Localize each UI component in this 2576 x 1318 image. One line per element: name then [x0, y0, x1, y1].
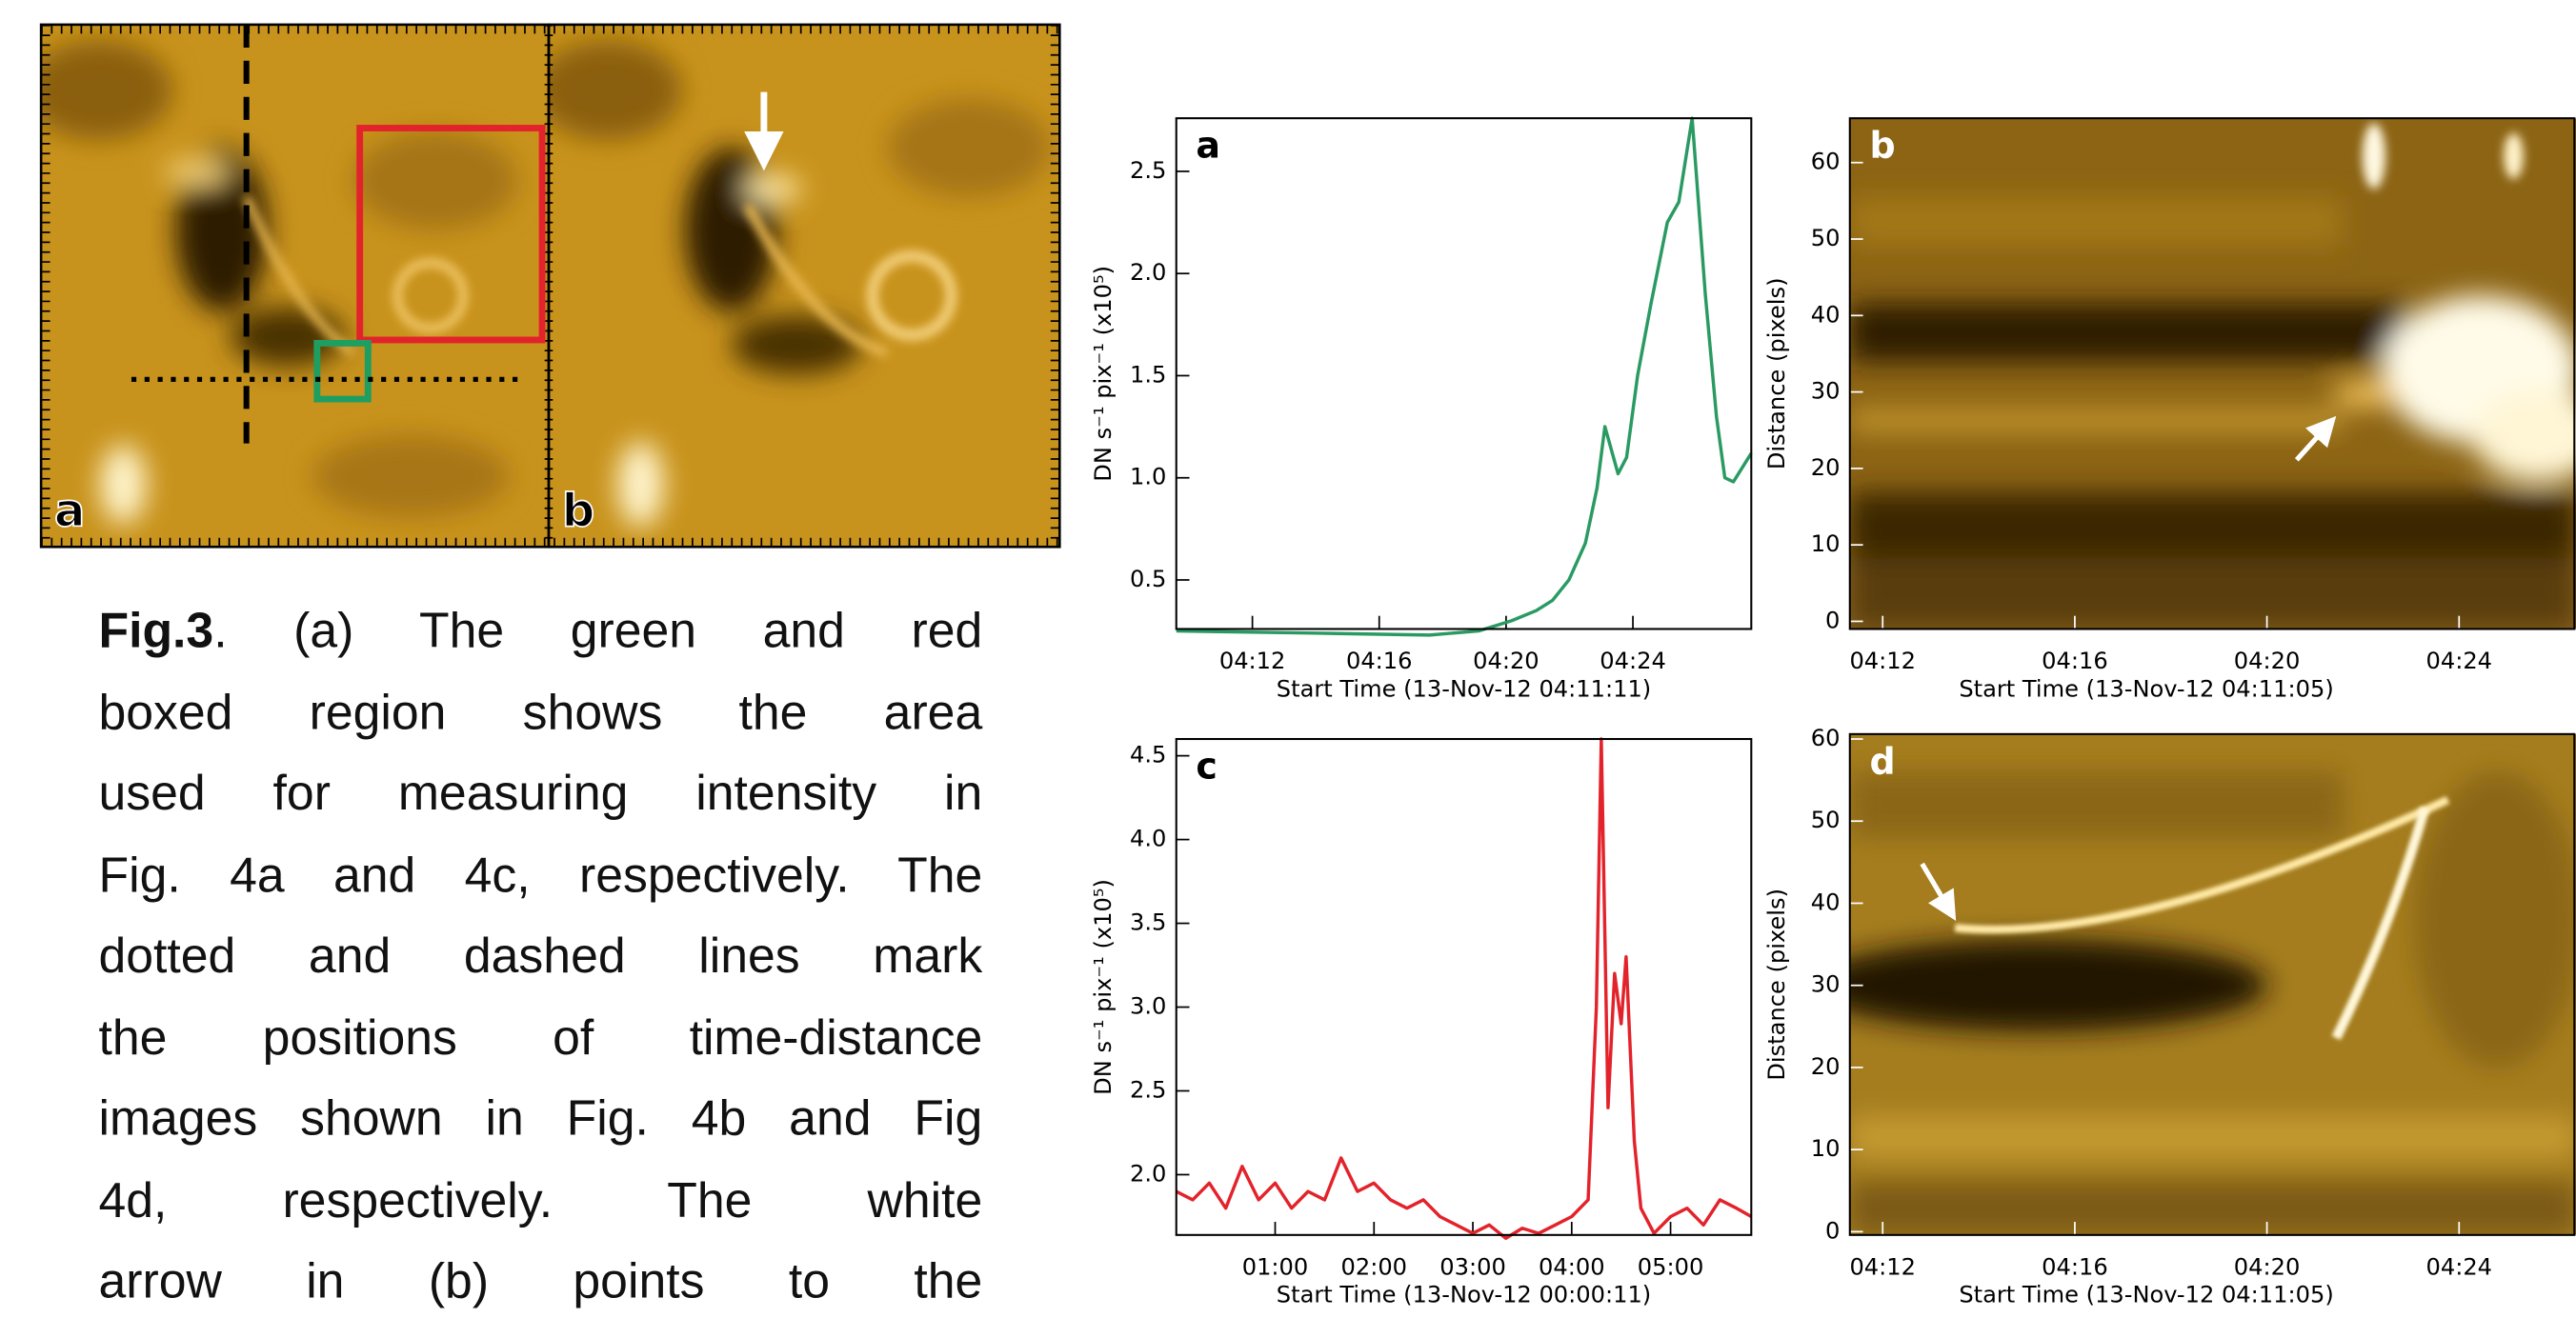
caption-line: dotted and dashed lines mark	[98, 929, 983, 984]
red-box	[356, 125, 546, 344]
y-tick-label: 30	[1811, 971, 1841, 998]
x-tick-label: 04:16	[2042, 1253, 2108, 1280]
y-tick-label: 0	[1825, 1217, 1840, 1244]
x-tick-label: 04:20	[2234, 648, 2301, 674]
time-distance-image-b	[1849, 118, 2576, 629]
green-box	[313, 339, 372, 403]
caption-line: Fig. 4a and 4c, respectively. The	[98, 848, 983, 903]
arrow	[1920, 862, 1957, 921]
x-tick-label: 03:00	[1439, 1253, 1506, 1280]
panel-label: c	[1196, 746, 1217, 788]
y-tick-label: 40	[1811, 301, 1841, 328]
time-distance-image-d	[1849, 733, 2576, 1235]
y-tick-label: 10	[1811, 1135, 1841, 1162]
solar-image-b	[548, 24, 1060, 548]
x-tick-label: 04:12	[1849, 1253, 1916, 1280]
y-axis-label: DN s⁻¹ pix⁻¹ (x10⁵)	[1090, 879, 1117, 1095]
y-tick-label: 4.0	[1130, 826, 1166, 852]
caption-line: 4d, respectively. The white	[98, 1173, 983, 1228]
y-tick-label: 3.5	[1130, 909, 1166, 936]
y-axis-label: DN s⁻¹ pix⁻¹ (x10⁵)	[1090, 266, 1117, 482]
image-frame	[547, 23, 1061, 549]
panel-label: d	[1869, 740, 1895, 782]
panel-label: b	[562, 485, 595, 538]
x-tick-label: 04:16	[1346, 648, 1413, 674]
solar-image-a	[41, 24, 549, 548]
x-axis-label: Start Time (13-Nov-12 04:11:05)	[1959, 1282, 2333, 1308]
caption-text: . (a) The green and red	[213, 604, 983, 659]
plot-frame	[1848, 117, 2576, 630]
arrow	[2294, 415, 2337, 462]
y-tick-label: 20	[1811, 1053, 1841, 1080]
data-line	[1176, 116, 1753, 637]
x-axis-label: Start Time (13-Nov-12 04:11:05)	[1959, 675, 2333, 702]
x-tick-label: 04:12	[1219, 648, 1286, 674]
x-tick-label: 04:12	[1849, 648, 1916, 674]
y-tick-label: 3.0	[1130, 993, 1166, 1020]
caption-line: boxed region shows the area	[98, 685, 983, 740]
x-tick-label: 04:20	[2234, 1253, 2301, 1280]
caption-line: Fig.3. (a) The green and red	[98, 591, 982, 672]
caption-line: images shown in Fig. 4b and Fig	[98, 1091, 983, 1147]
y-tick-label: 50	[1811, 225, 1841, 251]
x-tick-label: 04:16	[2042, 648, 2108, 674]
plot-frame	[1175, 737, 1753, 1236]
x-tick-label: 05:00	[1638, 1253, 1704, 1280]
y-tick-label: 10	[1811, 530, 1841, 557]
y-tick-label: 0.5	[1130, 566, 1166, 592]
x-tick-label: 04:20	[1473, 648, 1540, 674]
frame-ticks	[41, 24, 1060, 548]
x-tick-label: 04:24	[2426, 1253, 2493, 1280]
y-tick-label: 20	[1811, 454, 1841, 481]
caption-label: Fig.3	[98, 604, 214, 659]
x-axis-label: Start Time (13-Nov-12 04:11:11)	[1277, 675, 1651, 702]
y-tick-label: 1.5	[1130, 361, 1166, 388]
y-tick-label: 4.5	[1130, 742, 1166, 769]
x-tick-label: 04:24	[1600, 648, 1666, 674]
caption-line: used for measuring intensity in	[98, 767, 983, 822]
y-tick-label: 2.0	[1130, 259, 1166, 286]
panel-label: b	[1869, 125, 1895, 167]
caption: Fig.3. (a) The green and red boxed regio…	[98, 591, 982, 1317]
y-axis-label: Distance (pixels)	[1763, 277, 1790, 469]
data-line	[1175, 737, 1753, 1240]
y-tick-label: 60	[1811, 149, 1841, 175]
x-tick-label: 02:00	[1341, 1253, 1408, 1280]
y-tick-label: 1.0	[1130, 464, 1166, 490]
y-tick-label: 40	[1811, 889, 1841, 915]
plot-frame	[1175, 117, 1753, 630]
y-axis-label: Distance (pixels)	[1763, 889, 1790, 1081]
plot-frame	[1848, 732, 2576, 1236]
caption-line: arrow in (b) points to the	[98, 1254, 983, 1309]
y-tick-label: 2.5	[1130, 1077, 1166, 1104]
panel-label: a	[1196, 125, 1220, 167]
y-tick-label: 60	[1811, 725, 1841, 751]
y-tick-label: 50	[1811, 807, 1841, 833]
x-tick-label: 04:24	[2426, 648, 2493, 674]
y-tick-label: 2.5	[1130, 157, 1166, 184]
y-tick-label: 30	[1811, 378, 1841, 405]
panel-label: a	[54, 485, 86, 538]
x-axis-label: Start Time (13-Nov-12 00:00:11)	[1277, 1282, 1651, 1308]
caption-line: the positions of time-distance	[98, 1010, 983, 1066]
x-tick-label: 01:00	[1242, 1253, 1309, 1280]
y-tick-label: 0	[1825, 607, 1840, 633]
x-tick-label: 04:00	[1539, 1253, 1605, 1280]
y-tick-label: 2.0	[1130, 1160, 1166, 1187]
